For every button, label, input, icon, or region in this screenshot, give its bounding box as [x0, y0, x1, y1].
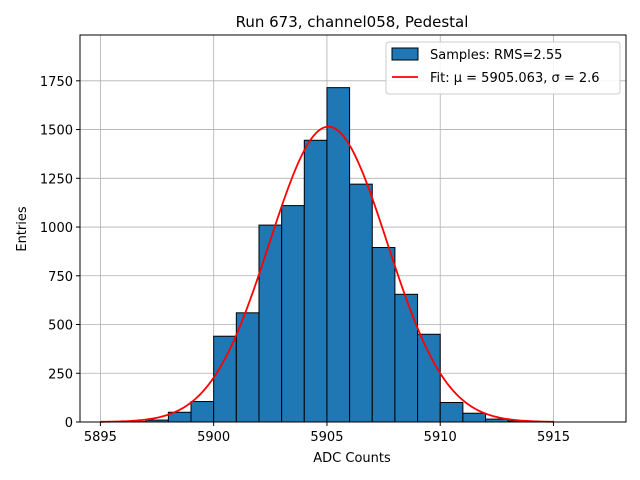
histogram-bar: [258, 224, 283, 423]
y-tick-label: 250: [48, 367, 73, 382]
legend: Samples: RMS=2.55 Fit: μ = 5905.063, σ =…: [385, 41, 621, 95]
x-axis-ticks: 5895 5900 5905 5910 5915: [84, 422, 570, 445]
y-axis-ticks: 0 250 500 750 1000 1250 1500 1750: [40, 75, 80, 431]
plot-frame: [79, 34, 627, 423]
histogram-bar: [281, 205, 305, 423]
histogram-bar: [326, 87, 351, 423]
x-tick-label: 5895: [84, 430, 117, 445]
y-tick-label: 750: [48, 270, 73, 285]
histogram-bar: [213, 335, 237, 423]
histogram-bars: [122, 87, 555, 423]
legend-label-samples: Samples: RMS=2.55: [430, 48, 562, 63]
legend-box: [385, 41, 621, 95]
histogram-bar: [371, 247, 396, 423]
y-tick-label: 0: [65, 416, 73, 431]
legend-label-fit: Fit: μ = 5905.063, σ = 2.6: [430, 71, 600, 86]
y-tick-label: 1750: [40, 75, 73, 90]
y-axis-label: Entries: [15, 206, 30, 252]
fit-curve: [100, 125, 554, 423]
histogram-bar: [417, 333, 441, 423]
x-tick-label: 5900: [197, 430, 230, 445]
histogram-bar: [235, 312, 260, 423]
y-tick-label: 1250: [40, 172, 73, 187]
histogram-bar: [394, 293, 419, 423]
x-axis-label: ADC Counts: [313, 451, 391, 466]
histogram-bar: [303, 139, 328, 423]
x-tick-label: 5915: [537, 430, 570, 445]
histogram-bar: [190, 401, 215, 423]
histogram-bar: [439, 402, 464, 423]
y-tick-label: 1000: [40, 221, 73, 236]
x-tick-label: 5910: [424, 430, 457, 445]
x-tick-label: 5905: [310, 430, 343, 445]
chart-title: Run 673, channel058, Pedestal: [236, 13, 469, 31]
histogram-bar: [349, 183, 373, 423]
y-tick-label: 500: [48, 319, 73, 334]
y-tick-label: 1500: [40, 124, 73, 139]
histogram-bar: [462, 412, 487, 423]
legend-swatch-samples: [391, 47, 419, 61]
